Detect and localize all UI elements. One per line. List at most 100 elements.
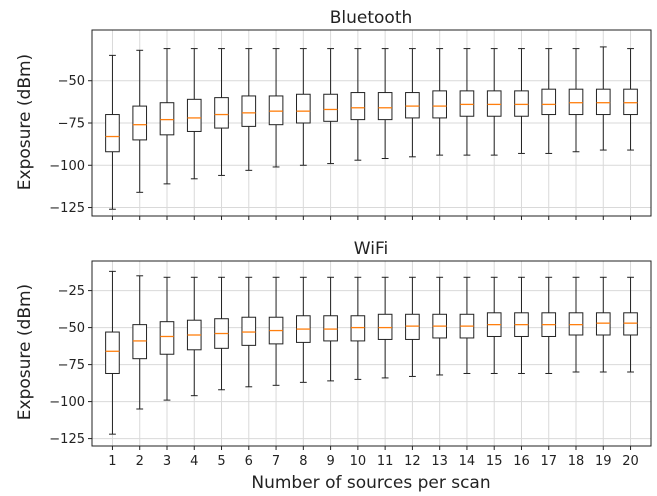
bluetooth-y-tick-label: −125 — [49, 201, 85, 216]
bluetooth-box-6 — [241, 48, 257, 171]
x-tick-label: 6 — [245, 454, 253, 469]
bluetooth-box-18 — [568, 48, 584, 153]
interquartile-box — [186, 98, 202, 132]
wifi-box-19 — [595, 276, 611, 373]
wifi-box-11 — [377, 276, 393, 379]
bluetooth-panel: Bluetooth Exposure (dBm) −50 −75 −100 −125 — [15, 8, 652, 220]
bluetooth-y-tick-label: −50 — [58, 74, 85, 89]
x-tick-label: 10 — [350, 454, 367, 469]
interquartile-box — [350, 315, 366, 342]
interquartile-box — [296, 93, 311, 124]
x-tick-label: 3 — [163, 454, 171, 469]
wifi-y-tick-label: −75 — [58, 358, 85, 373]
interquartile-box — [377, 313, 393, 340]
x-tick-label: 8 — [299, 454, 307, 469]
bluetooth-box-1 — [105, 54, 120, 210]
x-tick-label: 11 — [377, 454, 394, 469]
interquartile-box — [405, 92, 420, 119]
bluetooth-box-2 — [132, 49, 148, 193]
x-axis-label: Number of sources per scan — [251, 473, 490, 493]
wifi-box-6 — [241, 276, 257, 388]
wifi-y-tick-label: −125 — [49, 432, 85, 447]
wifi-box-9 — [323, 276, 338, 382]
interquartile-box — [432, 90, 447, 119]
interquartile-box — [132, 105, 148, 141]
interquartile-box — [568, 312, 584, 336]
wifi-box-18 — [568, 276, 584, 373]
x-tick-label: 20 — [622, 454, 639, 469]
wifi-box-5 — [214, 276, 229, 391]
bluetooth-y-axis-label: Exposure (dBm) — [15, 54, 35, 190]
x-tick-label: 14 — [459, 454, 476, 469]
bluetooth-box-3 — [159, 48, 175, 185]
interquartile-box — [486, 90, 502, 117]
wifi-box-1 — [105, 270, 120, 435]
x-tick-label: 16 — [513, 454, 530, 469]
wifi-box-7 — [268, 276, 284, 386]
wifi-box-8 — [296, 276, 311, 383]
interquartile-box — [623, 88, 638, 116]
wifi-y-tick-label: −100 — [49, 395, 85, 410]
x-tick-label: 15 — [486, 454, 503, 469]
interquartile-box — [159, 321, 175, 355]
bluetooth-box-7 — [268, 48, 284, 168]
wifi-box-13 — [432, 276, 447, 376]
interquartile-box — [377, 92, 393, 121]
wifi-box-15 — [486, 276, 502, 374]
interquartile-box — [105, 114, 120, 153]
interquartile-box — [514, 90, 529, 117]
wifi-box-20 — [623, 276, 638, 373]
wifi-y-tick-label: −50 — [58, 321, 85, 336]
bluetooth-box-8 — [296, 48, 311, 166]
interquartile-box — [241, 95, 257, 127]
interquartile-box — [568, 88, 584, 116]
wifi-box-10 — [350, 276, 366, 380]
wifi-y-axis-label: Exposure (dBm) — [15, 284, 35, 420]
interquartile-box — [214, 97, 229, 129]
x-tick-label: 18 — [568, 454, 585, 469]
bluetooth-box-10 — [350, 48, 366, 161]
interquartile-box — [105, 331, 120, 374]
interquartile-box — [241, 316, 257, 346]
interquartile-box — [595, 312, 611, 336]
x-tick-label: 19 — [595, 454, 612, 469]
bluetooth-chart-title: Bluetooth — [330, 8, 413, 28]
interquartile-box — [268, 95, 284, 126]
wifi-box-3 — [159, 276, 175, 401]
bluetooth-box-14 — [459, 48, 475, 156]
wifi-y-tick-label: −25 — [58, 284, 85, 299]
bluetooth-box-17 — [541, 48, 557, 154]
bluetooth-y-tick-label: −100 — [49, 159, 85, 174]
x-tick-label: 2 — [136, 454, 144, 469]
x-tick-label: 9 — [326, 454, 334, 469]
x-tick-label: 13 — [431, 454, 448, 469]
x-tick-label: 5 — [217, 454, 225, 469]
interquartile-box — [323, 93, 338, 122]
x-tick-label: 7 — [272, 454, 280, 469]
bluetooth-box-5 — [214, 48, 229, 176]
wifi-box-12 — [405, 276, 420, 377]
bluetooth-box-20 — [623, 48, 638, 151]
x-tick-label: 1 — [108, 454, 116, 469]
interquartile-box — [595, 88, 611, 116]
bluetooth-box-11 — [377, 48, 393, 160]
bluetooth-box-4 — [186, 48, 202, 180]
bluetooth-box-15 — [486, 48, 502, 156]
bluetooth-box-9 — [323, 48, 338, 165]
bluetooth-y-tick-label: −75 — [58, 117, 85, 132]
x-tick-label: 12 — [404, 454, 421, 469]
wifi-plot-frame — [91, 260, 652, 447]
wifi-box-14 — [459, 276, 475, 374]
interquartile-box — [405, 313, 420, 340]
bluetooth-box-16 — [514, 48, 529, 154]
interquartile-box — [541, 88, 557, 116]
bluetooth-box-13 — [432, 48, 447, 156]
wifi-box-16 — [514, 276, 529, 374]
wifi-box-4 — [186, 276, 202, 397]
bluetooth-box-12 — [405, 48, 420, 158]
x-tick-label: 4 — [190, 454, 198, 469]
interquartile-box — [350, 92, 366, 121]
interquartile-box — [323, 315, 338, 342]
